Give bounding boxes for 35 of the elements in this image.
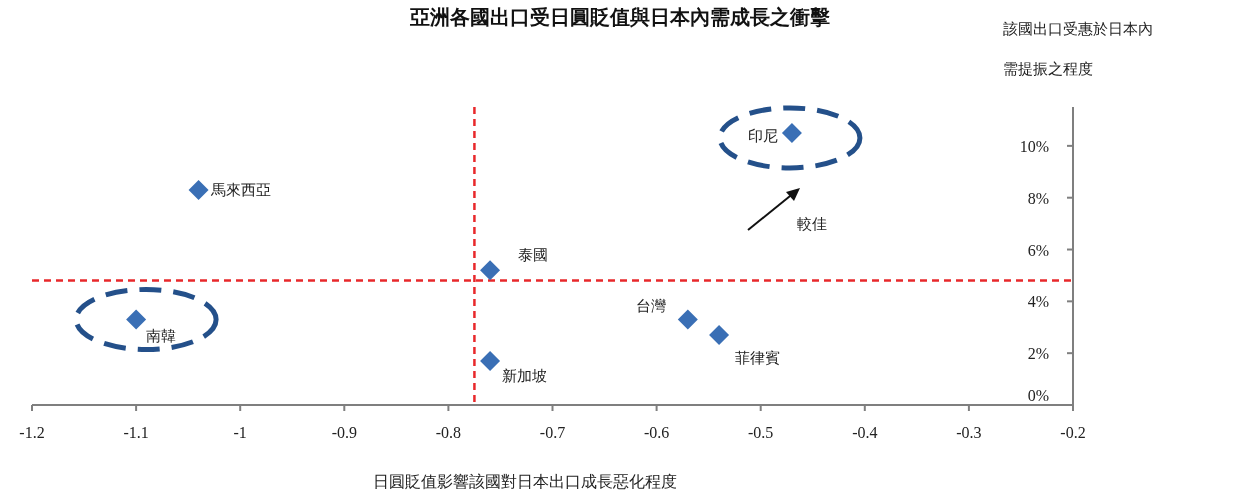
- x-tick-label: -1.2: [19, 424, 45, 441]
- annotation: 較佳: [797, 216, 827, 232]
- x-tick-label: -0.4: [852, 424, 878, 441]
- series-label: 南韓: [146, 328, 177, 345]
- series-label: 馬來西亞: [209, 181, 271, 198]
- series-label: 新加坡: [502, 367, 548, 384]
- y-tick-label: 10%: [1019, 137, 1049, 155]
- x-tick-label: -1.1: [123, 424, 149, 441]
- x-tick-label: -0.3: [956, 424, 982, 441]
- x-tick-label: -0.2: [1060, 424, 1086, 441]
- x-tick-label: -0.7: [539, 424, 566, 441]
- y-tick-label: 8%: [1027, 189, 1049, 207]
- point: [709, 325, 730, 346]
- series-label: 菲律賓: [735, 350, 781, 367]
- x-tick-label: -0.9: [331, 424, 357, 441]
- series-label: 印尼: [747, 127, 778, 144]
- x-tick-label: -0.6: [643, 424, 670, 441]
- chart-title: 亞洲各國出口受日圓貶值與日本內需成長之衝擊: [409, 6, 830, 28]
- point: [480, 260, 501, 281]
- series-label: 泰國: [518, 247, 549, 264]
- point: [677, 309, 698, 330]
- x-tick-label: -0.8: [435, 424, 462, 441]
- x-tick-label: -1: [233, 424, 247, 441]
- point: [126, 309, 147, 330]
- y-tick-label: 4%: [1027, 293, 1049, 311]
- x-tick-label: -0.5: [748, 424, 774, 441]
- y-tick-label: 0%: [1027, 387, 1049, 404]
- text: 該國出口受惠於日本內需提振之程度: [1003, 21, 1153, 77]
- x-axis-title: 日圓貶值影響該國對日本出口成長惡化程度: [373, 473, 677, 490]
- point: [188, 179, 209, 200]
- point: [781, 122, 802, 143]
- y-tick-label: 6%: [1027, 241, 1049, 259]
- point: [480, 350, 501, 371]
- series-label: 台灣: [635, 298, 666, 315]
- y-tick-label: 2%: [1027, 345, 1049, 363]
